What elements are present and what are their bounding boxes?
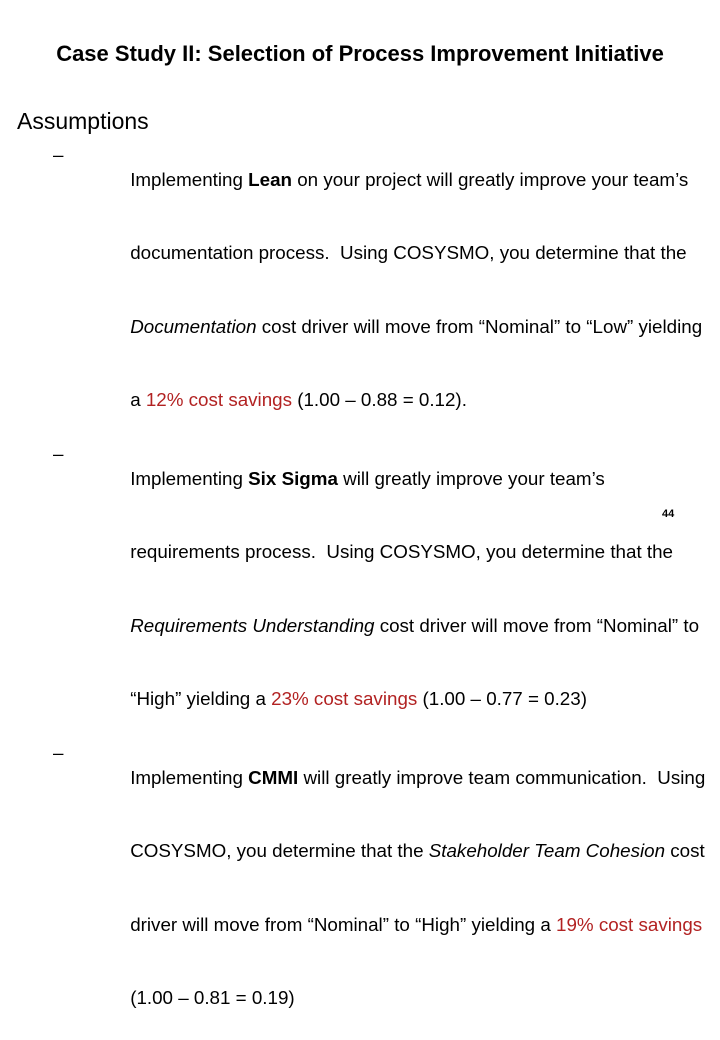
- text-line: (1.00 – 0.81 = 0.19): [78, 962, 720, 1036]
- text-line: documentation process. Using COSYSMO, yo…: [78, 217, 720, 291]
- text-segment-bold: Lean: [248, 168, 292, 190]
- text-segment-italic: Documentation: [130, 315, 257, 337]
- text-segment: will greatly improve your team’s: [337, 467, 605, 489]
- text-segment: cost driver will move from “Nominal” to: [374, 614, 700, 636]
- bullet-item-cmmi: – Implementing CMMI will greatly improve…: [53, 741, 720, 1035]
- text-line: driver will move from “Nominal” to “High…: [78, 888, 720, 962]
- text-segment-bold: Six Sigma: [248, 467, 338, 489]
- bullet-dash: –: [53, 443, 64, 464]
- slide: Case Study II: Selection of Process Impr…: [17, 41, 705, 1008]
- text-segment: cost: [665, 840, 705, 861]
- text-segment: will greatly improve team communication.…: [298, 766, 706, 788]
- bullet-text: Implementing CMMI will greatly improve t…: [78, 741, 720, 1035]
- text-segment: Implementing: [130, 766, 249, 788]
- text-segment: documentation process. Using COSYSMO, yo…: [130, 242, 687, 263]
- bullet-list: – Implementing Lean on your project will…: [53, 143, 720, 1040]
- text-segment: Implementing: [130, 168, 249, 190]
- text-segment-italic: Requirements Understanding: [130, 614, 375, 636]
- text-segment: “High” yielding a: [130, 688, 272, 709]
- text-segment: Implementing: [130, 467, 249, 489]
- text-segment: a: [130, 389, 146, 410]
- text-line: Requirements Understanding cost driver w…: [78, 589, 720, 663]
- text-line: Implementing Lean on your project will g…: [78, 143, 720, 217]
- text-segment-highlight: 23% cost savings: [271, 688, 418, 709]
- text-segment: (1.00 – 0.88 = 0.12).: [292, 389, 467, 410]
- bullet-text: Implementing Lean on your project will g…: [78, 143, 720, 437]
- text-line: Documentation cost driver will move from…: [78, 290, 720, 364]
- bullet-item-lean: – Implementing Lean on your project will…: [53, 143, 720, 437]
- text-line: Implementing Six Sigma will greatly impr…: [78, 442, 720, 516]
- text-segment-bold: CMMI: [248, 766, 299, 788]
- text-segment: (1.00 – 0.77 = 0.23): [417, 688, 587, 709]
- text-segment: driver will move from “Nominal” to “High…: [130, 913, 557, 935]
- text-segment-italic: Stakeholder Team Cohesion: [428, 840, 666, 861]
- slide-title: Case Study II: Selection of Process Impr…: [56, 41, 664, 66]
- text-segment: (1.00 – 0.81 = 0.19): [130, 987, 295, 1008]
- bullet-item-six-sigma: – Implementing Six Sigma will greatly im…: [53, 442, 720, 736]
- text-segment: on your project will greatly improve you…: [292, 168, 689, 190]
- text-segment-highlight: 12% cost savings: [145, 389, 293, 410]
- text-line: Implementing CMMI will greatly improve t…: [78, 741, 720, 815]
- text-segment-highlight: 19% cost savings: [556, 913, 703, 935]
- text-segment: cost driver will move from “Nominal” to …: [256, 315, 703, 337]
- text-line: COSYSMO, you determine that the Stakehol…: [78, 815, 720, 889]
- page-number: 44: [662, 508, 675, 520]
- bullet-dash: –: [53, 144, 64, 165]
- text-line: requirements process. Using COSYSMO, you…: [78, 516, 720, 590]
- text-segment: requirements process. Using COSYSMO, you…: [130, 541, 673, 562]
- text-line: a 12% cost savings (1.00 – 0.88 = 0.12).: [78, 364, 720, 438]
- bullet-dash: –: [53, 742, 64, 763]
- text-line: “High” yielding a 23% cost savings (1.00…: [78, 663, 720, 737]
- text-segment: COSYSMO, you determine that the: [130, 840, 429, 861]
- bullet-text: Implementing Six Sigma will greatly impr…: [78, 442, 720, 736]
- section-heading: Assumptions: [17, 108, 149, 134]
